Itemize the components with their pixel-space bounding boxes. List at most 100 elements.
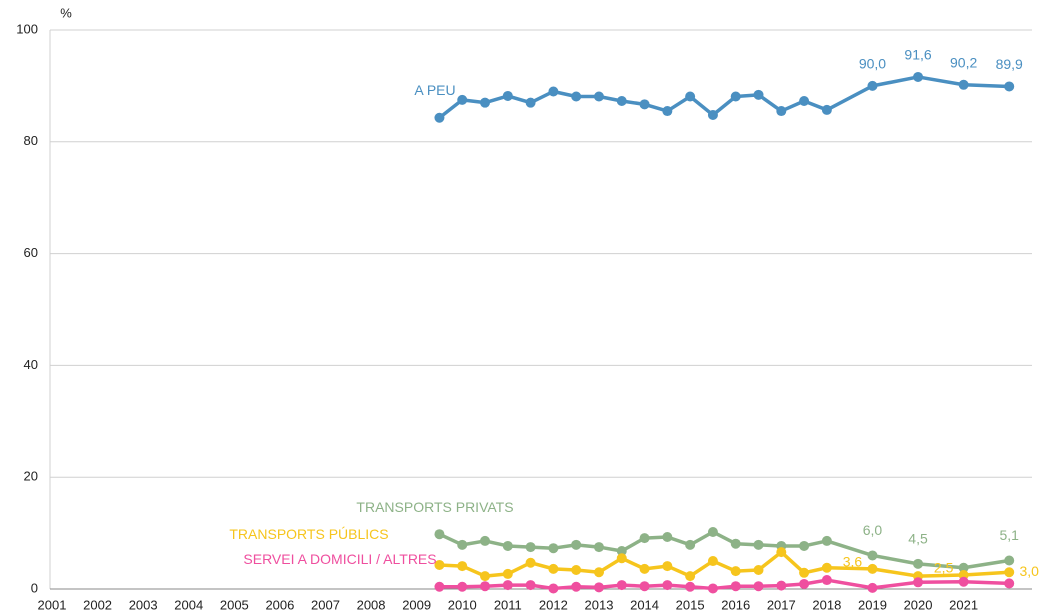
data-point [571, 581, 582, 592]
series-name: TRANSPORTS PÚBLICS [229, 526, 389, 542]
data-point [480, 535, 491, 546]
data-point [434, 112, 445, 123]
x-tick-label: 2008 [357, 597, 386, 612]
data-point [480, 581, 491, 592]
x-tick-label: 2009 [402, 597, 431, 612]
data-point [867, 582, 878, 593]
data-point [548, 563, 559, 574]
data-point [616, 553, 627, 564]
x-tick-label: 2020 [904, 597, 933, 612]
series-name: A PEU [414, 82, 456, 98]
data-point [548, 543, 559, 554]
data-point [662, 561, 673, 572]
data-point [867, 550, 878, 561]
x-tick-label: 2012 [539, 597, 568, 612]
data-point [1004, 567, 1015, 578]
data-point [799, 578, 810, 589]
series-name: SERVEI A DOMICILI / ALTRES [243, 551, 437, 567]
y-tick-label: 60 [24, 245, 38, 260]
data-point [821, 575, 832, 586]
x-tick-label: 2004 [174, 597, 203, 612]
data-point [502, 90, 513, 101]
x-tick-label: 2019 [858, 597, 887, 612]
data-point [434, 581, 445, 592]
data-point [662, 106, 673, 117]
data-point [502, 580, 513, 591]
y-tick-label: 40 [24, 357, 38, 372]
data-point [639, 563, 650, 574]
data-point [593, 567, 604, 578]
x-tick-label: 2003 [129, 597, 158, 612]
series-name: TRANSPORTS PRIVATS [356, 499, 514, 515]
data-point [434, 529, 445, 540]
data-point [753, 89, 764, 100]
data-point [707, 526, 718, 537]
data-point [1004, 555, 1015, 566]
data-point [776, 547, 787, 558]
data-point [548, 583, 559, 594]
data-point [525, 557, 536, 568]
data-point [457, 539, 468, 550]
y-tick-label: 0 [31, 580, 38, 595]
data-point [434, 559, 445, 570]
x-tick-label: 2016 [721, 597, 750, 612]
data-point [776, 106, 787, 117]
data-point [662, 532, 673, 543]
data-point [662, 580, 673, 591]
data-point [480, 97, 491, 108]
data-point [867, 563, 878, 574]
x-tick-label: 2017 [767, 597, 796, 612]
x-tick-label: 2013 [585, 597, 614, 612]
data-point [707, 583, 718, 594]
data-label: 90,2 [950, 54, 977, 70]
data-point [685, 539, 696, 550]
data-point [753, 539, 764, 550]
data-point [593, 582, 604, 593]
data-point [639, 99, 650, 110]
series-line [438, 75, 1010, 120]
x-tick-label: 2018 [812, 597, 841, 612]
x-tick-label: 2002 [83, 597, 112, 612]
data-label: 89,9 [996, 56, 1023, 72]
data-point [593, 542, 604, 553]
data-label: 3,0 [1019, 563, 1039, 579]
data-point [457, 581, 468, 592]
data-point [639, 581, 650, 592]
y-tick-label: 20 [24, 469, 38, 484]
data-point [913, 71, 924, 82]
data-point [958, 79, 969, 90]
data-point [776, 580, 787, 591]
data-point [616, 580, 627, 591]
data-point [1004, 81, 1015, 92]
data-point [502, 540, 513, 551]
y-axis-label: % [60, 5, 72, 20]
data-point [753, 581, 764, 592]
data-point [525, 580, 536, 591]
data-point [730, 91, 741, 102]
data-point [457, 561, 468, 572]
data-point [571, 91, 582, 102]
x-tick-label: 2021 [949, 597, 978, 612]
data-point [821, 535, 832, 546]
data-point [707, 109, 718, 120]
x-tick-label: 2001 [38, 597, 67, 612]
data-point [799, 540, 810, 551]
y-tick-label: 100 [16, 21, 38, 36]
data-point [685, 571, 696, 582]
x-tick-label: 2006 [265, 597, 294, 612]
data-point [913, 577, 924, 588]
data-label: 90,0 [859, 56, 886, 72]
series-line [439, 578, 1010, 591]
data-point [616, 95, 627, 106]
x-tick-label: 2010 [448, 597, 477, 612]
data-point [821, 562, 832, 573]
data-point [525, 542, 536, 553]
data-point [867, 80, 878, 91]
data-point [913, 558, 924, 569]
data-point [571, 539, 582, 550]
data-point [958, 576, 969, 587]
y-tick-label: 80 [24, 133, 38, 148]
data-point [707, 556, 718, 567]
